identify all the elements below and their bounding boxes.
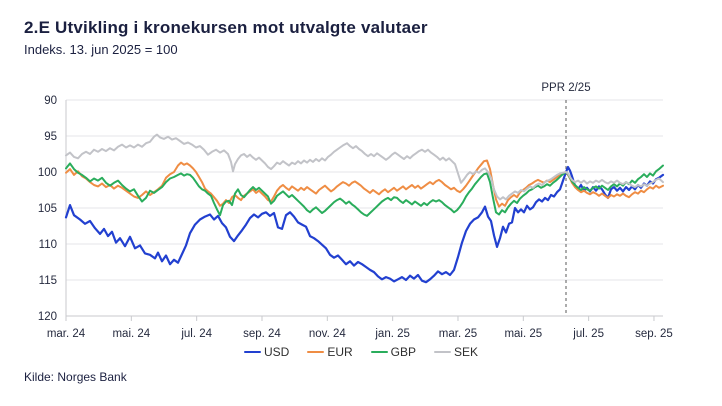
x-tick-label-4: nov. 24 [309,328,346,340]
chart-legend: USD EUR GBP SEK [0,345,722,359]
y-tick-label-120: 120 [38,311,57,323]
x-tick-label-1: mai. 24 [112,328,150,340]
legend-label-usd: USD [263,345,290,359]
source-note: Kilde: Norges Bank [24,370,127,384]
x-tick-label-9: sep. 25 [635,328,673,340]
x-tick-label-6: mar. 25 [439,328,477,340]
x-tick-label-5: jan. 25 [374,328,410,340]
y-tick-label-110: 110 [39,239,57,251]
y-tick-label-105: 105 [38,203,57,215]
legend-item-usd: USD [243,345,290,359]
y-tick-label-95: 95 [44,131,57,143]
x-tick-label-3: sep. 24 [243,328,281,340]
sek-line [65,133,664,201]
y-tick-label-90: 90 [44,95,57,107]
chart-subtitle: Indeks. 13. jun 2025 = 100 [24,42,178,57]
legend-item-eur: EUR [307,345,353,359]
legend-item-gbp: GBP [370,345,416,359]
usd-line [64,165,665,284]
legend-item-sek: SEK [434,345,478,359]
x-tick-label-7: mai. 25 [504,328,542,340]
legend-swatch-eur [307,350,325,354]
legend-label-gbp: GBP [390,345,416,359]
y-tick-label-115: 115 [39,275,57,287]
x-tick-label-2: jul. 24 [180,328,212,340]
legend-swatch-gbp [370,350,388,354]
chart-title: 2.E Utvikling i kronekursen mot utvalgte… [24,18,428,37]
legend-label-eur: EUR [327,345,353,359]
ppr-annotation-label: PPR 2/25 [541,82,590,94]
y-tick-label-100: 100 [38,167,57,179]
legend-swatch-sek [434,350,451,354]
x-tick-label-0: mar. 24 [47,328,86,340]
x-tick-label-8: jul. 25 [572,328,604,340]
legend-swatch-usd [243,350,261,354]
legend-label-sek: SEK [454,345,479,359]
